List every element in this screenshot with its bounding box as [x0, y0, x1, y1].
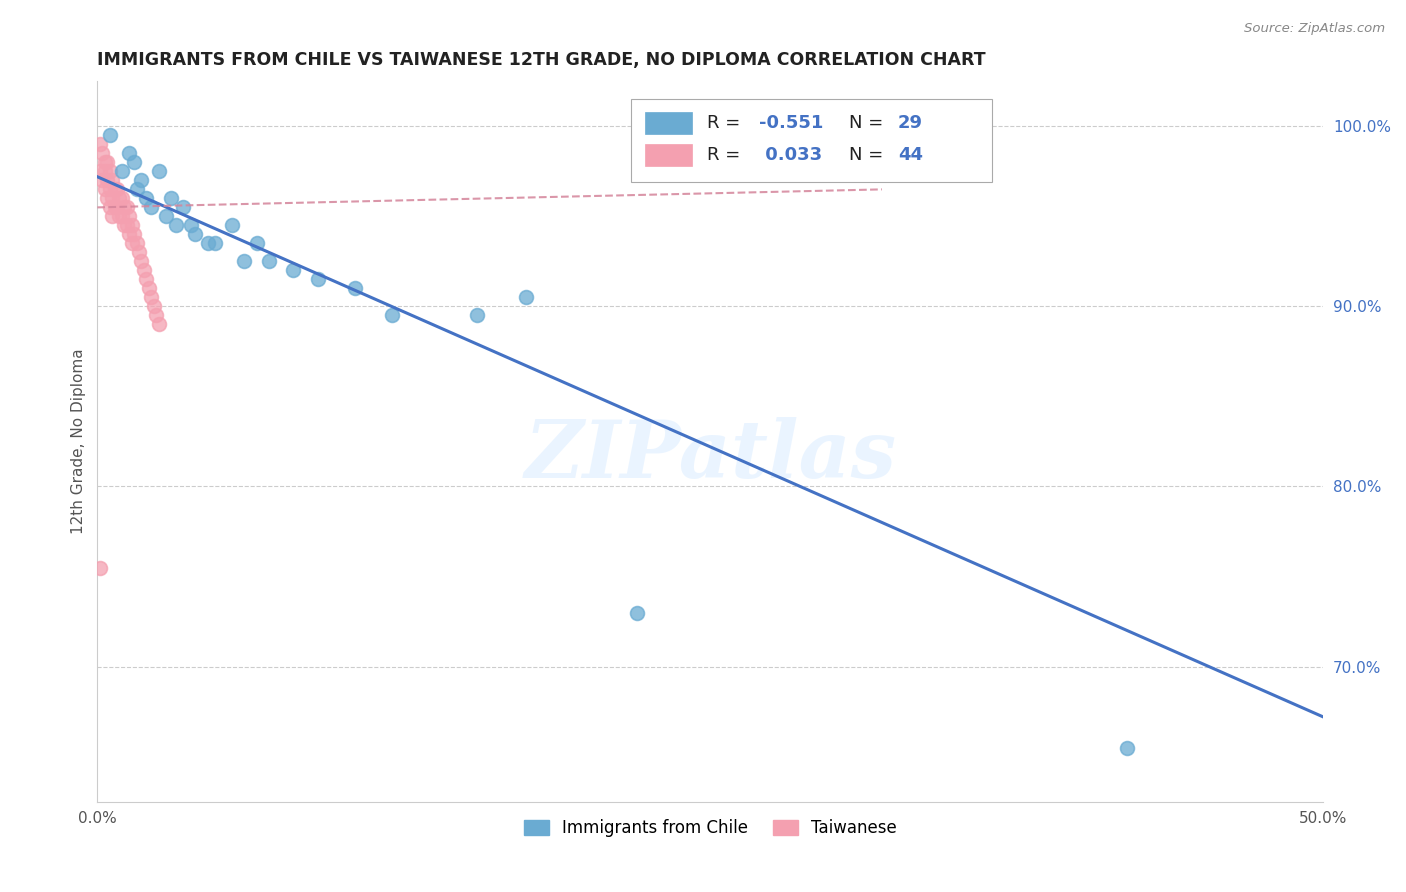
Point — [131, 254, 153, 268]
Point — [112, 200, 135, 214]
Point — [103, 182, 125, 196]
Point — [93, 164, 115, 178]
Point — [98, 182, 121, 196]
Point — [103, 200, 125, 214]
Point — [93, 155, 115, 169]
Point — [101, 191, 124, 205]
Point — [132, 263, 155, 277]
Text: R =: R = — [707, 114, 745, 132]
Point — [111, 191, 134, 205]
Point — [197, 236, 219, 251]
Point — [515, 290, 537, 304]
Bar — [645, 112, 692, 134]
Point — [204, 236, 226, 251]
Point — [172, 200, 194, 214]
Point — [165, 219, 187, 233]
Point — [112, 219, 135, 233]
Point — [467, 309, 489, 323]
Point — [108, 210, 131, 224]
Point — [89, 560, 111, 574]
Text: N =: N = — [849, 114, 889, 132]
Text: -0.551: -0.551 — [759, 114, 824, 132]
Point — [307, 272, 329, 286]
Point — [142, 300, 165, 314]
Point — [96, 173, 118, 187]
Point — [626, 606, 648, 620]
Point — [135, 191, 157, 205]
Point — [111, 210, 134, 224]
Point — [381, 309, 404, 323]
Point — [115, 219, 138, 233]
Point — [125, 182, 148, 196]
Point — [155, 210, 177, 224]
Text: Source: ZipAtlas.com: Source: ZipAtlas.com — [1244, 22, 1385, 36]
Point — [283, 263, 305, 277]
Point — [111, 164, 134, 178]
Point — [91, 146, 114, 161]
Point — [96, 191, 118, 205]
Point — [93, 182, 115, 196]
Point — [121, 236, 143, 251]
Point — [98, 200, 121, 214]
Point — [160, 191, 183, 205]
Text: 44: 44 — [898, 145, 922, 164]
Bar — [645, 144, 692, 166]
Point — [257, 254, 280, 268]
Point — [138, 281, 160, 295]
Point — [121, 219, 143, 233]
Text: 29: 29 — [898, 114, 922, 132]
Point — [115, 200, 138, 214]
Point — [101, 173, 124, 187]
Text: N =: N = — [849, 145, 889, 164]
Point — [246, 236, 269, 251]
Text: ZIPatlas: ZIPatlas — [524, 417, 897, 495]
Y-axis label: 12th Grade, No Diploma: 12th Grade, No Diploma — [72, 349, 86, 534]
Point — [105, 200, 128, 214]
Point — [145, 309, 167, 323]
Point — [1116, 740, 1139, 755]
Point — [125, 236, 148, 251]
Point — [141, 200, 163, 214]
Point — [141, 290, 163, 304]
Point — [98, 164, 121, 178]
Point — [96, 155, 118, 169]
Point — [101, 210, 124, 224]
Point — [118, 227, 141, 242]
Point — [135, 272, 157, 286]
Point — [91, 173, 114, 187]
Point — [131, 173, 153, 187]
Legend: Immigrants from Chile, Taiwanese: Immigrants from Chile, Taiwanese — [517, 813, 904, 844]
Point — [128, 245, 150, 260]
Point — [118, 210, 141, 224]
Point — [233, 254, 256, 268]
Point — [105, 182, 128, 196]
Point — [122, 155, 145, 169]
Text: 0.033: 0.033 — [759, 145, 823, 164]
Point — [184, 227, 207, 242]
FancyBboxPatch shape — [631, 99, 993, 182]
Point — [89, 137, 111, 152]
Point — [180, 219, 202, 233]
Point — [122, 227, 145, 242]
Point — [108, 191, 131, 205]
Point — [98, 128, 121, 143]
Text: IMMIGRANTS FROM CHILE VS TAIWANESE 12TH GRADE, NO DIPLOMA CORRELATION CHART: IMMIGRANTS FROM CHILE VS TAIWANESE 12TH … — [97, 51, 986, 69]
Point — [221, 219, 243, 233]
Point — [89, 164, 111, 178]
Point — [148, 164, 170, 178]
Text: R =: R = — [707, 145, 745, 164]
Point — [118, 146, 141, 161]
Point — [148, 318, 170, 332]
Point — [343, 281, 366, 295]
